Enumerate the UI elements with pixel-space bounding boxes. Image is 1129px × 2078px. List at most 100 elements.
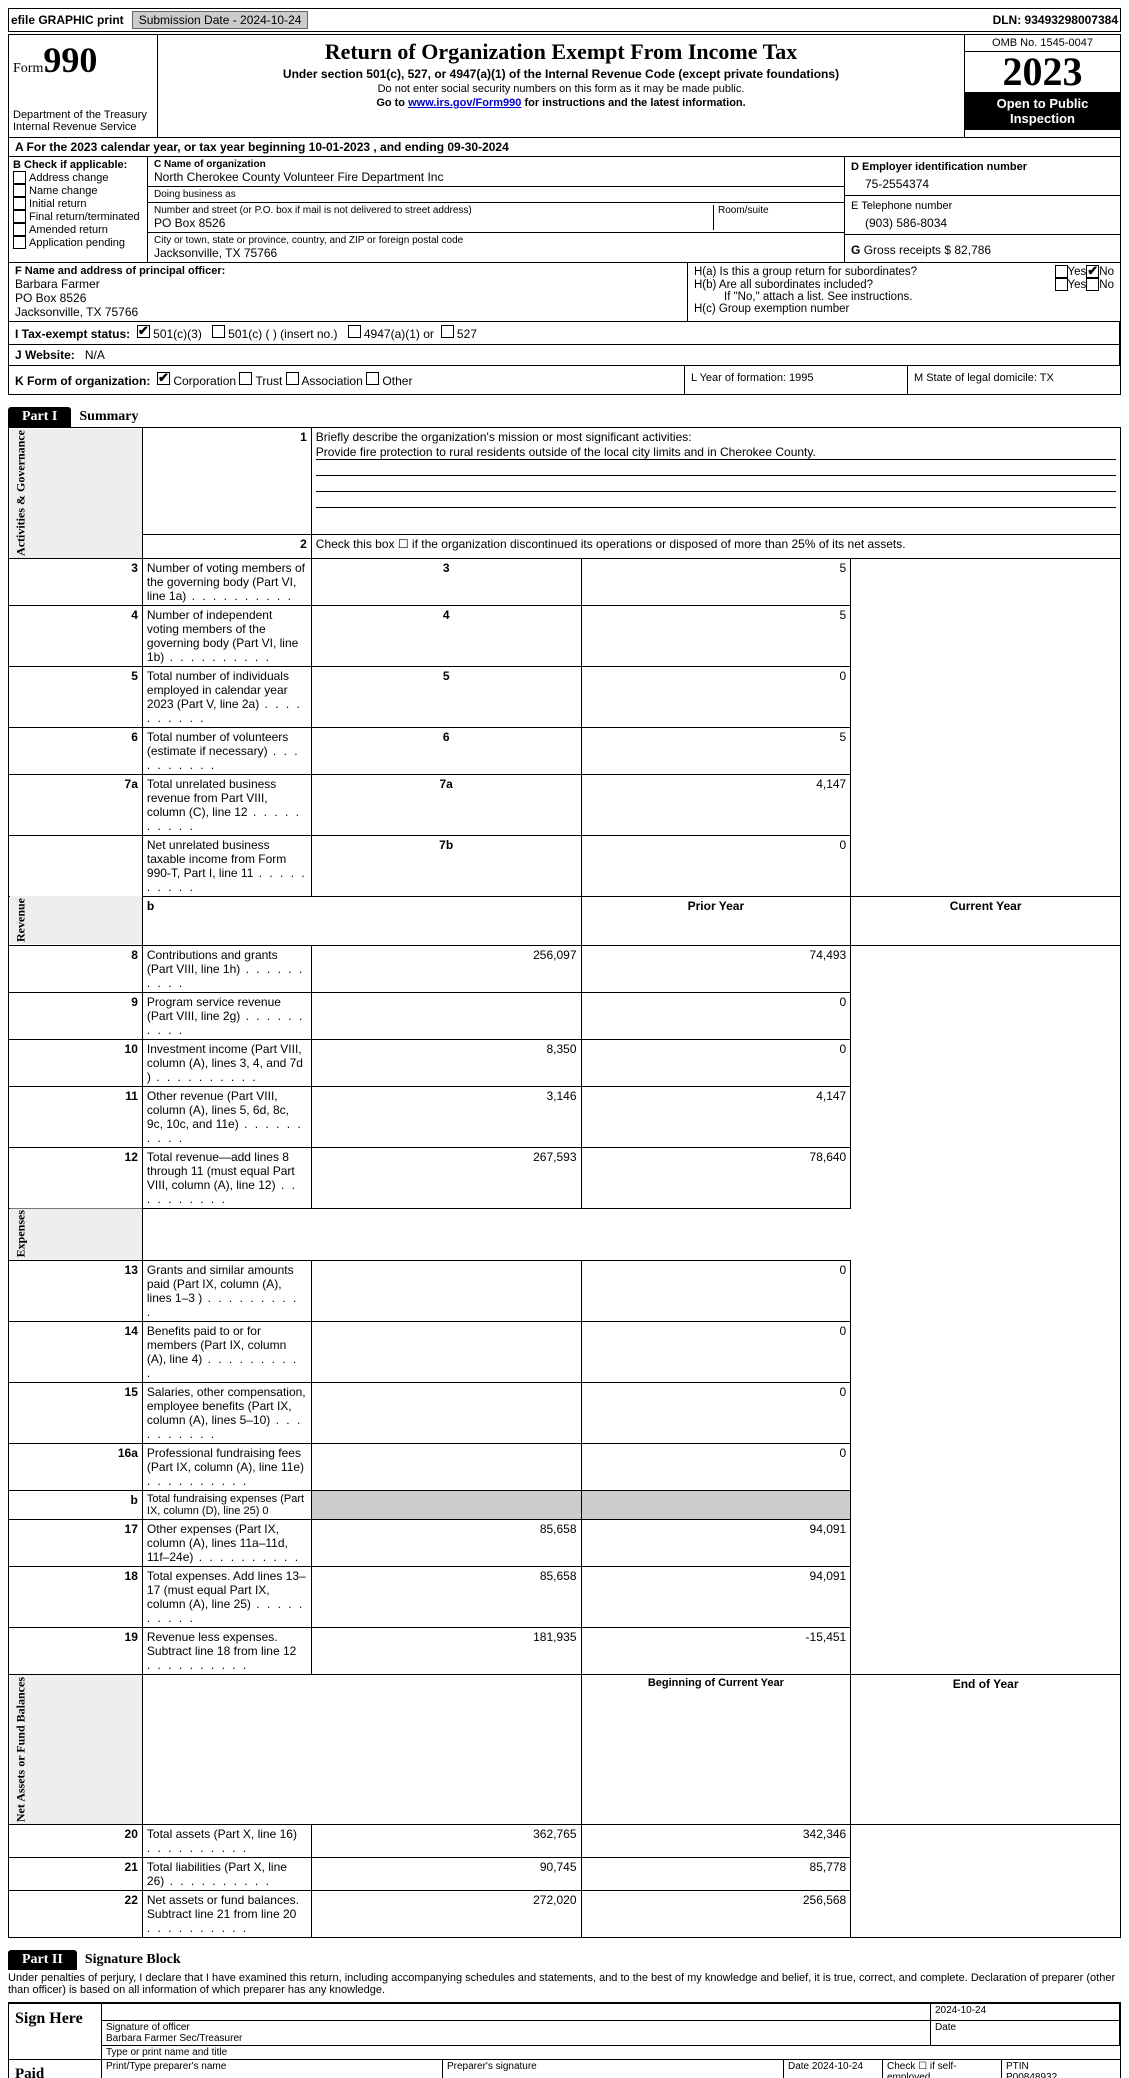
lbl-amended: Amended return	[29, 224, 108, 236]
goto-post: for instructions and the latest informat…	[521, 97, 745, 109]
chk-name[interactable]	[13, 184, 26, 197]
ssn-note: Do not enter social security numbers on …	[164, 83, 958, 95]
e-lbl: E Telephone number	[851, 200, 1114, 212]
row-k-l-m: K Form of organization: Corporation Trus…	[8, 366, 1121, 395]
hdr-b: b	[142, 896, 581, 945]
vert-governance: Activities & Governance	[9, 428, 143, 559]
hdr-eoy: End of Year	[851, 1675, 1121, 1825]
sign-here-lbl: Sign Here	[9, 2004, 102, 2059]
f-lbl: F Name and address of principal officer:	[15, 265, 681, 277]
chk-corp[interactable]	[157, 372, 170, 385]
d-lbl: D Employer identification number	[851, 161, 1114, 173]
sig-date-lbl: Date	[931, 2021, 1120, 2045]
top-bar: efile GRAPHIC print Submission Date - 20…	[8, 8, 1121, 32]
lbl-pending: Application pending	[29, 237, 125, 249]
row-j-website: J Website: N/A	[8, 345, 1121, 366]
chk-assoc[interactable]	[286, 372, 299, 385]
org-name: North Cherokee County Volunteer Fire Dep…	[154, 170, 838, 184]
vert-netassets: Net Assets or Fund Balances	[9, 1675, 143, 1825]
hdr-current-year: Current Year	[851, 896, 1121, 945]
chk-4947[interactable]	[348, 325, 361, 338]
officer-name: Barbara Farmer	[15, 277, 681, 291]
ein-val: 75-2554374	[851, 173, 1114, 191]
dept-treasury: Department of the Treasury Internal Reve…	[13, 109, 153, 133]
chk-initial[interactable]	[13, 197, 26, 210]
row-a-tax-year: A For the 2023 calendar year, or tax yea…	[8, 138, 1121, 157]
form-number: 990	[43, 40, 97, 80]
chk-trust[interactable]	[239, 372, 252, 385]
chk-pending[interactable]	[13, 236, 26, 249]
q1-text: Briefly describe the organization's miss…	[316, 430, 692, 444]
i-lbl: I Tax-exempt status:	[15, 327, 130, 341]
chk-527[interactable]	[441, 325, 454, 338]
g-lbl: G	[851, 243, 860, 257]
type-title-lbl: Type or print name and title	[102, 2046, 1120, 2059]
col-b-checkboxes: B Check if applicable: Address change Na…	[9, 157, 148, 262]
hc-text: H(c) Group exemption number	[694, 303, 1114, 315]
j-lbl: J Website:	[15, 348, 75, 362]
signature-block: Sign Here 2024-10-24 Signature of office…	[8, 2002, 1121, 2078]
form-title: Return of Organization Exempt From Incom…	[164, 39, 958, 65]
prep-sig-lbl: Preparer's signature	[443, 2060, 784, 2078]
row-f-h: F Name and address of principal officer:…	[8, 263, 1121, 322]
prep-name-lbl: Print/Type preparer's name	[102, 2060, 443, 2078]
hdr-prior-year: Prior Year	[581, 896, 851, 945]
b-title: B Check if applicable:	[13, 159, 143, 171]
chk-final[interactable]	[13, 210, 26, 223]
col-c-name-address: C Name of organization North Cherokee Co…	[148, 157, 844, 262]
sig-officer-lbl: Signature of officer	[106, 2022, 190, 2033]
ptin-lbl: PTIN	[1006, 2061, 1029, 2072]
row-i-tax-status: I Tax-exempt status: 501(c)(3) 501(c) ( …	[8, 322, 1121, 345]
summary-table: Activities & Governance 1 Briefly descri…	[8, 427, 1121, 1938]
form-prefix: Form	[13, 61, 43, 76]
m-state: M State of legal domicile: TX	[908, 366, 1120, 394]
lbl-initial: Initial return	[29, 198, 86, 210]
hb-yes[interactable]	[1055, 278, 1068, 291]
lbl-name: Name change	[29, 185, 98, 197]
chk-amended[interactable]	[13, 223, 26, 236]
ptin-val: P00848932	[1006, 2072, 1057, 2078]
sig-officer-name: Barbara Farmer Sec/Treasurer	[106, 2033, 242, 2044]
part2-title: Signature Block	[77, 1950, 189, 1970]
k-lbl: K Form of organization:	[15, 374, 150, 388]
chk-501c[interactable]	[212, 325, 225, 338]
ha-text: H(a) Is this a group return for subordin…	[694, 266, 1055, 278]
website-val: N/A	[85, 348, 105, 362]
chk-address[interactable]	[13, 171, 26, 184]
vert-expenses: Expenses	[9, 1208, 143, 1260]
street-val: PO Box 8526	[154, 216, 713, 230]
q2-text: Check this box ☐ if the organization dis…	[311, 534, 1120, 558]
blank-line-3	[316, 493, 1116, 508]
chk-other[interactable]	[366, 372, 379, 385]
room-lbl: Room/suite	[713, 205, 838, 230]
form-subtitle: Under section 501(c), 527, or 4947(a)(1)…	[164, 67, 958, 81]
col-d-e-g: D Employer identification number 75-2554…	[844, 157, 1120, 262]
hb-note: If "No," attach a list. See instructions…	[694, 291, 1114, 303]
vert-revenue: Revenue	[9, 896, 143, 945]
dln: DLN: 93493298007384	[993, 13, 1118, 27]
prep-date: Date 2024-10-24	[784, 2060, 883, 2078]
lbl-address: Address change	[29, 172, 109, 184]
sig-date-val: 2024-10-24	[935, 2005, 986, 2016]
hdr-bcy: Beginning of Current Year	[581, 1675, 851, 1825]
part2-tab: Part II	[8, 1950, 77, 1970]
hb-text: H(b) Are all subordinates included?	[694, 279, 1055, 291]
hb-no[interactable]	[1086, 278, 1099, 291]
submission-date: Submission Date - 2024-10-24	[132, 11, 309, 29]
chk-501c3[interactable]	[137, 325, 150, 338]
irs-link[interactable]: www.irs.gov/Form990	[408, 97, 521, 109]
ha-no[interactable]	[1086, 265, 1099, 278]
phone-val: (903) 586-8034	[851, 212, 1114, 230]
blank-line-1	[316, 461, 1116, 476]
officer-addr2: Jacksonville, TX 75766	[15, 305, 681, 319]
part1-tab: Part I	[8, 407, 71, 427]
street-lbl: Number and street (or P.O. box if mail i…	[154, 205, 713, 216]
paid-preparer-lbl: Paid Preparer Use Only	[9, 2060, 102, 2078]
efile-label[interactable]: efile GRAPHIC print	[11, 13, 124, 27]
l-year: L Year of formation: 1995	[685, 366, 908, 394]
declaration-text: Under penalties of perjury, I declare th…	[8, 1970, 1121, 1998]
ha-yes[interactable]	[1055, 265, 1068, 278]
self-employed: Check ☐ if self-employed	[883, 2060, 1002, 2078]
tax-year: 2023	[965, 52, 1120, 92]
form-header: Form990 Department of the Treasury Inter…	[8, 34, 1121, 138]
